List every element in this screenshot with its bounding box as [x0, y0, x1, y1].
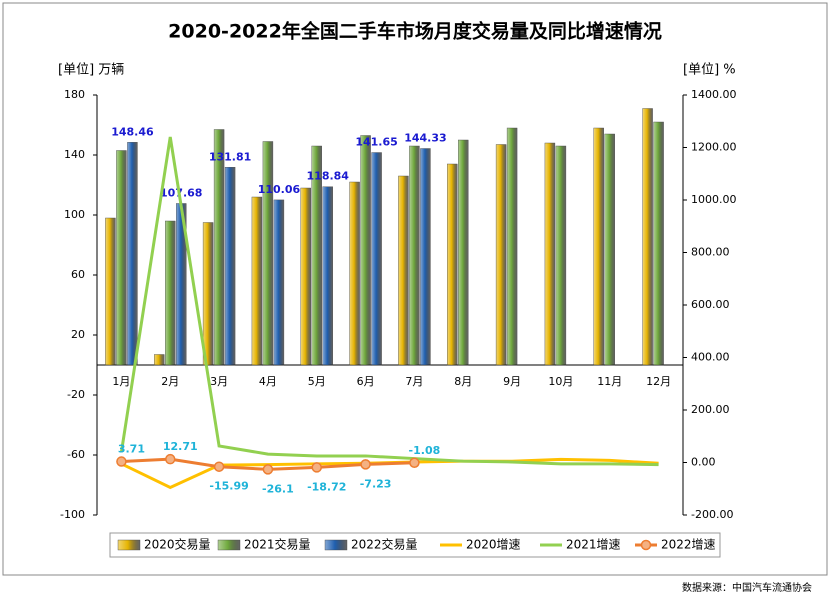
- bar: [202, 222, 214, 366]
- bar: [251, 196, 263, 366]
- y-tick-label: 140: [64, 148, 85, 161]
- data-label: 148.46: [111, 125, 154, 138]
- data-label: 107.68: [160, 186, 202, 199]
- line-marker: [213, 461, 225, 472]
- legend-label: 2021增速: [566, 538, 621, 552]
- bar: [544, 142, 556, 366]
- line: [119, 136, 659, 467]
- data-label: 144.33: [404, 132, 446, 145]
- y2-tick-label: 400.00: [691, 351, 730, 364]
- data-label: 3.71: [118, 443, 145, 456]
- bar: [213, 129, 225, 366]
- bar: [311, 145, 322, 366]
- data-label: 141.65: [355, 136, 397, 149]
- y2-tick-label: 1400.00: [691, 88, 737, 101]
- legend-swatch: [117, 539, 141, 551]
- x-tick-label: 9月: [503, 375, 521, 388]
- bar: [105, 217, 116, 366]
- data-label: -1.08: [409, 444, 441, 457]
- legend-swatch: [217, 539, 241, 551]
- x-tick-label: 7月: [405, 375, 423, 388]
- y-tick-label: 60: [71, 268, 85, 281]
- legend-label: 2020增速: [466, 538, 521, 552]
- x-tick-label: 12月: [646, 375, 671, 388]
- data-label: -7.23: [360, 477, 392, 490]
- y2-unit: [单位] %: [683, 63, 736, 78]
- line-marker: [165, 453, 176, 465]
- x-tick-label: 6月: [357, 375, 375, 388]
- line-marker: [311, 462, 322, 473]
- y2-tick-label: 1000.00: [691, 193, 737, 206]
- source: 数据来源：中国汽车流通协会: [682, 581, 812, 594]
- bar: [420, 148, 431, 366]
- bar: [349, 181, 360, 366]
- x-tick-label: 10月: [548, 375, 573, 388]
- chart-title: 2020-2022年全国二手车市场月度交易量及同比增速情况: [168, 20, 662, 43]
- y-tick-label: -100: [60, 508, 85, 521]
- x-tick-label: 5月: [308, 375, 326, 388]
- bar: [398, 175, 409, 366]
- line-marker: [360, 459, 371, 470]
- y2-tick-label: -200.00: [691, 508, 733, 521]
- bar: [495, 144, 507, 366]
- bar: [409, 145, 420, 366]
- data-label: 131.81: [209, 150, 251, 163]
- y-tick-label: 100: [64, 208, 85, 221]
- bar: [300, 187, 311, 366]
- x-tick-label: 2月: [161, 375, 179, 388]
- bar: [555, 145, 567, 366]
- bar: [154, 354, 165, 366]
- y-tick-label: -60: [67, 448, 85, 461]
- bar: [273, 199, 285, 366]
- x-tick-label: 11月: [597, 375, 622, 388]
- legend-swatch: [324, 539, 348, 551]
- line-marker: [262, 464, 274, 475]
- legend-marker: [640, 539, 652, 551]
- x-tick-label: 3月: [210, 375, 228, 388]
- legend-label: 2022增速: [661, 538, 716, 552]
- x-tick-label: 1月: [112, 375, 130, 388]
- data-label: 118.84: [307, 170, 350, 183]
- x-tick-label: 4月: [259, 375, 277, 388]
- y-tick-label: -20: [67, 388, 85, 401]
- legend-label: 2022交易量: [351, 537, 418, 552]
- bar: [165, 220, 176, 366]
- y2-tick-label: 0.00: [691, 456, 716, 469]
- line-marker: [116, 456, 127, 467]
- data-label: -15.99: [209, 480, 248, 493]
- y-unit: [单位] 万辆: [58, 63, 124, 78]
- legend: [109, 532, 721, 558]
- bar: [604, 133, 615, 366]
- data-label: -18.72: [307, 480, 346, 493]
- y-tick-label: 180: [64, 88, 85, 101]
- bar: [262, 141, 274, 366]
- bar: [322, 186, 333, 366]
- bar: [224, 167, 236, 366]
- bar: [593, 127, 604, 366]
- bar: [447, 163, 458, 366]
- line-marker: [409, 457, 420, 469]
- bar: [116, 150, 127, 366]
- bar: [653, 121, 664, 366]
- data-label: 110.06: [258, 183, 301, 196]
- x-tick-label: 8月: [454, 375, 472, 388]
- bar: [371, 152, 382, 366]
- y2-tick-label: 600.00: [691, 298, 730, 311]
- bar: [127, 142, 138, 366]
- legend-label: 2021交易量: [244, 537, 311, 552]
- y-tick-label: 20: [71, 328, 85, 341]
- y2-tick-label: 800.00: [691, 246, 730, 259]
- y2-tick-label: 1200.00: [691, 141, 737, 154]
- bar: [642, 108, 653, 366]
- legend-label: 2020交易量: [144, 537, 211, 552]
- data-label: -26.1: [262, 482, 294, 495]
- y2-tick-label: 200.00: [691, 403, 730, 416]
- bar: [458, 139, 469, 366]
- data-label: 12.71: [163, 440, 198, 453]
- bar: [360, 135, 371, 366]
- bar: [506, 127, 518, 366]
